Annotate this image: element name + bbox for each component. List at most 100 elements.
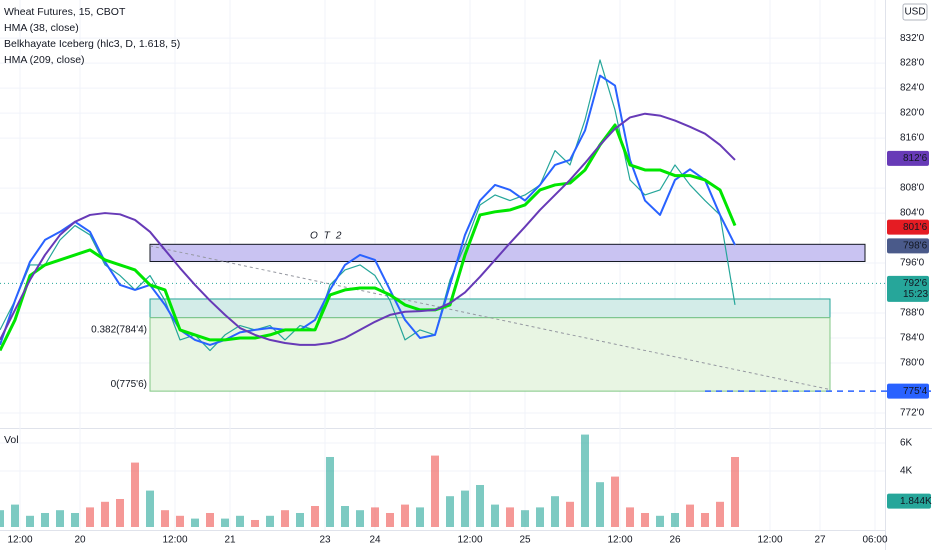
- x-tick-label: 23: [319, 535, 331, 546]
- y-tick-label: 780'0: [900, 358, 925, 369]
- volume-bar: [281, 510, 289, 527]
- volume-bar: [101, 501, 109, 527]
- x-tick-label: 27: [814, 535, 826, 546]
- fib-label: 0.382(784'4): [91, 325, 147, 336]
- y-tick-label: 832'0: [900, 33, 925, 44]
- volume-bar: [26, 515, 34, 527]
- volume-bar: [731, 456, 739, 527]
- currency-box[interactable]: [902, 3, 928, 21]
- volume-bar: [461, 490, 469, 527]
- y-tick-label: 6K: [900, 438, 913, 449]
- x-tick-label: 20: [74, 535, 86, 546]
- y-tick-label: 804'0: [900, 208, 925, 219]
- volume-bar: [716, 501, 724, 527]
- price-label-box: [887, 238, 929, 254]
- volume-label: 1.844K: [900, 496, 932, 507]
- y-tick-label: 824'0: [900, 83, 925, 94]
- y-tick-label: 772'0: [900, 408, 925, 419]
- volume-bar: [686, 504, 694, 527]
- annotation: OT2: [310, 230, 347, 241]
- price-line: [0, 59, 736, 352]
- volume-bar: [506, 507, 514, 527]
- zone: [149, 317, 831, 392]
- volume-bar: [311, 505, 319, 527]
- volume-bar: [326, 456, 334, 527]
- volume-bar: [581, 434, 589, 527]
- chart-title: Wheat Futures, 15, CBOT: [4, 6, 126, 18]
- volume-bar: [266, 515, 274, 527]
- x-tick-label: 25: [519, 535, 531, 546]
- price-label-box: [887, 275, 929, 302]
- volume-bar: [401, 504, 409, 527]
- zone: [149, 298, 831, 319]
- fib-label: 0(775'6): [111, 379, 147, 390]
- y-tick-label: 828'0: [900, 58, 925, 69]
- y-tick-label: 820'0: [900, 108, 925, 119]
- volume-bar: [521, 510, 529, 527]
- volume-bar: [341, 505, 349, 527]
- x-tick-label: 12:00: [757, 535, 782, 546]
- volume-bar: [56, 510, 64, 527]
- volume-bar: [551, 496, 559, 527]
- price-label-box: [887, 219, 929, 235]
- indicator-line: [0, 123, 737, 352]
- y-tick-label: 796'0: [900, 258, 925, 269]
- y-tick-label: 788'0: [900, 308, 925, 319]
- volume-bar: [296, 512, 304, 527]
- price-label: 775'4: [903, 386, 928, 397]
- volume-bar: [206, 512, 214, 527]
- price-label: 801'6: [903, 222, 928, 233]
- price-label: 792'6: [903, 278, 928, 289]
- trend-line: [149, 245, 831, 391]
- zone: [149, 243, 866, 262]
- volume-bar: [431, 455, 439, 527]
- volume-bar: [476, 484, 484, 527]
- volume-bar: [491, 504, 499, 527]
- price-label: 812'6: [903, 153, 928, 164]
- volume-bar: [161, 510, 169, 527]
- legend-entry: HMA (209, close): [4, 54, 85, 66]
- volume-bar: [641, 512, 649, 527]
- legend-entry: Belkhayate Iceberg (hlc3, D, 1.618, 5): [4, 38, 180, 50]
- y-tick-label: 816'0: [900, 133, 925, 144]
- volume-bar: [11, 504, 19, 527]
- legend-entry: HMA (38, close): [4, 22, 79, 34]
- volume-bar: [221, 518, 229, 527]
- currency[interactable]: USD: [904, 7, 925, 18]
- volume-bar: [446, 496, 454, 527]
- price-label-box: [887, 383, 929, 399]
- x-tick-label: 12:00: [457, 535, 482, 546]
- x-tick-label: 12:00: [162, 535, 187, 546]
- volume-bar: [536, 507, 544, 527]
- volume-bar: [0, 510, 4, 527]
- x-tick-label: 06:00: [862, 535, 887, 546]
- y-tick-label: 808'0: [900, 183, 925, 194]
- volume-bar: [131, 462, 139, 527]
- volume-bar: [41, 512, 49, 527]
- volume-bar: [611, 476, 619, 527]
- indicator-line: [0, 112, 736, 346]
- volume-title: Vol: [4, 434, 19, 446]
- volume-bar: [416, 507, 424, 527]
- y-tick-label: 784'0: [900, 333, 925, 344]
- volume-bar: [176, 515, 184, 527]
- volume-bar: [671, 512, 679, 527]
- y-tick-label: 4K: [900, 466, 913, 477]
- volume-bar: [71, 512, 79, 527]
- volume-bar: [386, 512, 394, 527]
- indicator-line: [0, 74, 736, 346]
- plot: [0, 59, 739, 527]
- volume-bar: [626, 507, 634, 527]
- zones: [0, 243, 885, 392]
- volume-bar: [371, 507, 379, 527]
- price-label-box: [887, 150, 929, 166]
- x-tick-label: 24: [369, 535, 381, 546]
- volume-label-box: [887, 493, 931, 509]
- x-tick-label: 12:00: [607, 535, 632, 546]
- x-tick-label: 12:00: [7, 535, 32, 546]
- volume-bar: [356, 510, 364, 527]
- price-label: 798'6: [903, 241, 928, 252]
- volume-bar: [86, 507, 94, 527]
